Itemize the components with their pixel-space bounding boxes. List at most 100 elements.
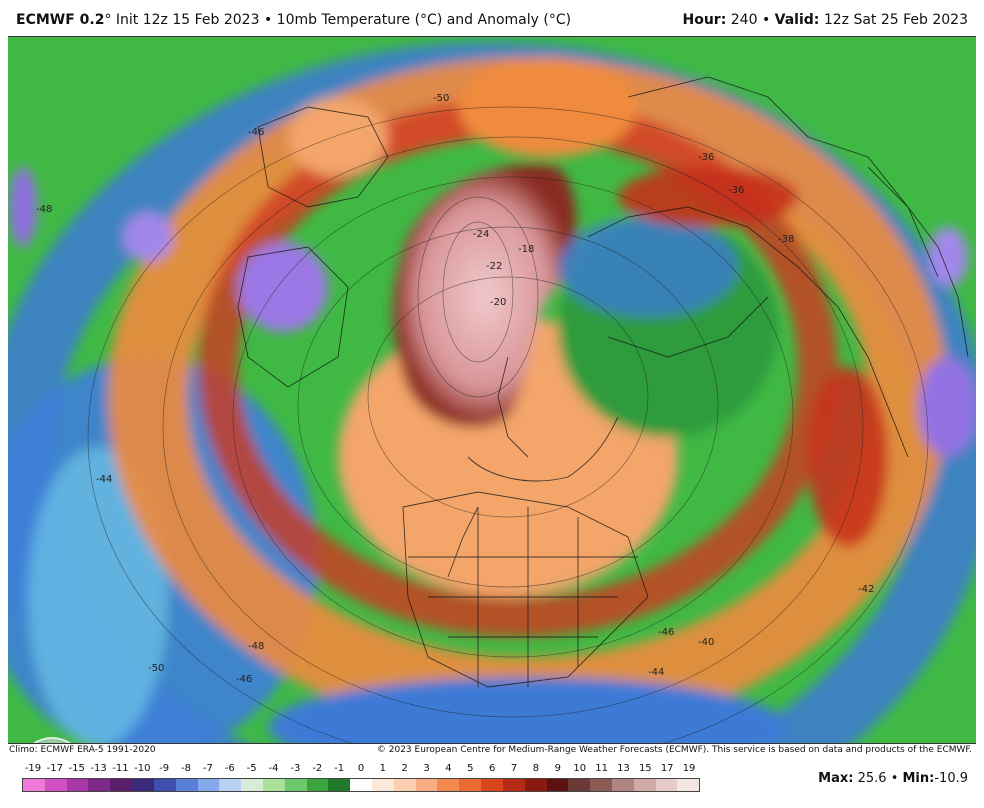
blue-band-south <box>268 677 788 743</box>
legend-tick-label: -2 <box>312 763 323 774</box>
contour-label: -20 <box>490 297 506 308</box>
model-name: ECMWF 0.2 <box>16 12 105 28</box>
legend-tick-label: 10 <box>573 763 587 774</box>
legend-tick-label: 4 <box>445 763 452 774</box>
contour-label: -42 <box>858 584 874 595</box>
legend-tick-label: 9 <box>554 763 562 774</box>
orange-lobe-north <box>458 57 638 157</box>
orange-lobe-nw <box>288 97 388 177</box>
contour-label: -48 <box>248 641 264 652</box>
legend-colorbar <box>22 778 700 792</box>
legend-swatch <box>568 779 591 791</box>
purple-patch-west <box>238 242 328 332</box>
legend-tick-label: -11 <box>112 763 129 774</box>
legend-swatch <box>262 779 285 791</box>
legend-tick-label: 17 <box>660 763 674 774</box>
legend-swatch <box>415 779 438 791</box>
legend-swatch <box>110 779 133 791</box>
red-band-ne <box>618 167 798 227</box>
contour-label: -24 <box>473 229 489 240</box>
legend-swatch <box>306 779 329 791</box>
hour-value: 240 <box>730 12 758 28</box>
legend-labels: -19 -17 -15 -13 -11 -10 -9 -8 -7 -6 -5 -4 -3 -2 -1 0 1 2 3… <box>22 763 700 777</box>
legend-swatch <box>66 779 89 791</box>
legend-swatch <box>197 779 220 791</box>
contour-label: -18 <box>518 244 534 255</box>
legend-swatch <box>590 779 612 791</box>
legend-swatch <box>546 779 569 791</box>
purple-patch-ne <box>928 227 968 287</box>
blue-pocket-east <box>558 217 738 317</box>
legend-tick-label: 0 <box>357 763 365 774</box>
title-separator: • <box>263 12 273 28</box>
climo-note: Climo: ECMWF ERA-5 1991-2020 <box>9 745 156 755</box>
legend-swatch <box>437 779 460 791</box>
legend-tick-label: 8 <box>532 763 540 774</box>
stats-separator: • <box>890 771 899 786</box>
legend-tick-label: 11 <box>595 763 608 774</box>
legend-swatch <box>502 779 525 791</box>
contour-label: -46 <box>658 627 674 638</box>
max-label: Max: <box>818 771 854 786</box>
max-value: 25.6 <box>857 771 887 786</box>
red-band-east <box>808 367 888 547</box>
legend-tick-label: -7 <box>202 763 213 774</box>
legend-swatch <box>153 779 176 791</box>
legend-tick-label: 13 <box>617 763 630 774</box>
legend-swatch <box>611 779 634 791</box>
contour-label: -36 <box>698 152 714 163</box>
purple-patch-far-west <box>9 167 37 247</box>
legend-tick-label: -8 <box>181 763 192 774</box>
legend-swatch <box>677 779 700 791</box>
product-name: 10mb Temperature (°C) and Anomaly (°C) <box>276 12 572 28</box>
degree-symbol: ° <box>104 12 112 28</box>
contour-label-group: -36 -36 -38 -24 -22 -18 -20 -50 -46 -48 … <box>36 93 874 685</box>
contour-label: -44 <box>648 667 664 678</box>
legend-tick-label: -10 <box>134 763 151 774</box>
legend-swatch <box>393 779 416 791</box>
legend-tick-label: -1 <box>334 763 345 774</box>
contour-label: -22 <box>486 261 502 272</box>
valid-info: Hour: 240 • Valid: 12z Sat 25 Feb 2023 <box>682 12 968 28</box>
hour-label: Hour: <box>682 12 727 28</box>
legend-tick-label: 19 <box>682 763 696 774</box>
valid-value: 12z Sat 25 Feb 2023 <box>823 12 968 28</box>
legend-tick-label: -5 <box>246 763 257 774</box>
legend-tick-label: 15 <box>638 763 652 774</box>
legend-tick-label: -15 <box>68 763 85 774</box>
warm-core <box>393 164 577 427</box>
forecast-map[interactable]: -36 -36 -38 -24 -22 -18 -20 -50 -46 -48 … <box>8 36 976 744</box>
legend-swatch <box>372 779 394 791</box>
contour-label: -38 <box>778 234 794 245</box>
legend-tick-label: -13 <box>90 763 107 774</box>
max-min-stats: Max: 25.6 • Min:-10.9 <box>818 771 968 786</box>
contour-label: -50 <box>148 663 164 674</box>
map-header: ECMWF 0.2° Init 12z 15 Feb 2023 • 10mb T… <box>0 0 984 36</box>
legend-swatch <box>524 779 547 791</box>
legend-swatch <box>44 779 67 791</box>
legend-swatch <box>328 779 351 791</box>
legend-tick-label: 7 <box>510 763 518 774</box>
legend-tick-label: 1 <box>379 763 387 774</box>
copyright-note: © 2023 European Centre for Medium-Range … <box>376 745 972 755</box>
legend-tick-label: -4 <box>268 763 279 774</box>
legend-swatch <box>219 779 242 791</box>
legend-tick-label: 3 <box>423 763 430 774</box>
legend-swatch <box>459 779 482 791</box>
political-borders <box>237 76 969 688</box>
valid-label: Valid: <box>774 12 820 28</box>
legend-tick-label: 5 <box>467 763 474 774</box>
cyan-streak-west <box>28 447 168 743</box>
legend-swatch <box>241 779 263 791</box>
valid-separator: • <box>761 12 771 28</box>
legend-tick-label: -17 <box>46 763 63 774</box>
legend-swatch <box>350 779 372 791</box>
legend-tick-label: -9 <box>159 763 170 774</box>
legend-swatch <box>655 779 678 791</box>
legend-swatch <box>175 779 198 791</box>
legend-swatch <box>88 779 111 791</box>
map-title: ECMWF 0.2° Init 12z 15 Feb 2023 • 10mb T… <box>16 12 571 28</box>
legend-swatch <box>23 779 45 791</box>
contour-label: -50 <box>433 93 449 104</box>
contour-label: -46 <box>236 674 252 685</box>
